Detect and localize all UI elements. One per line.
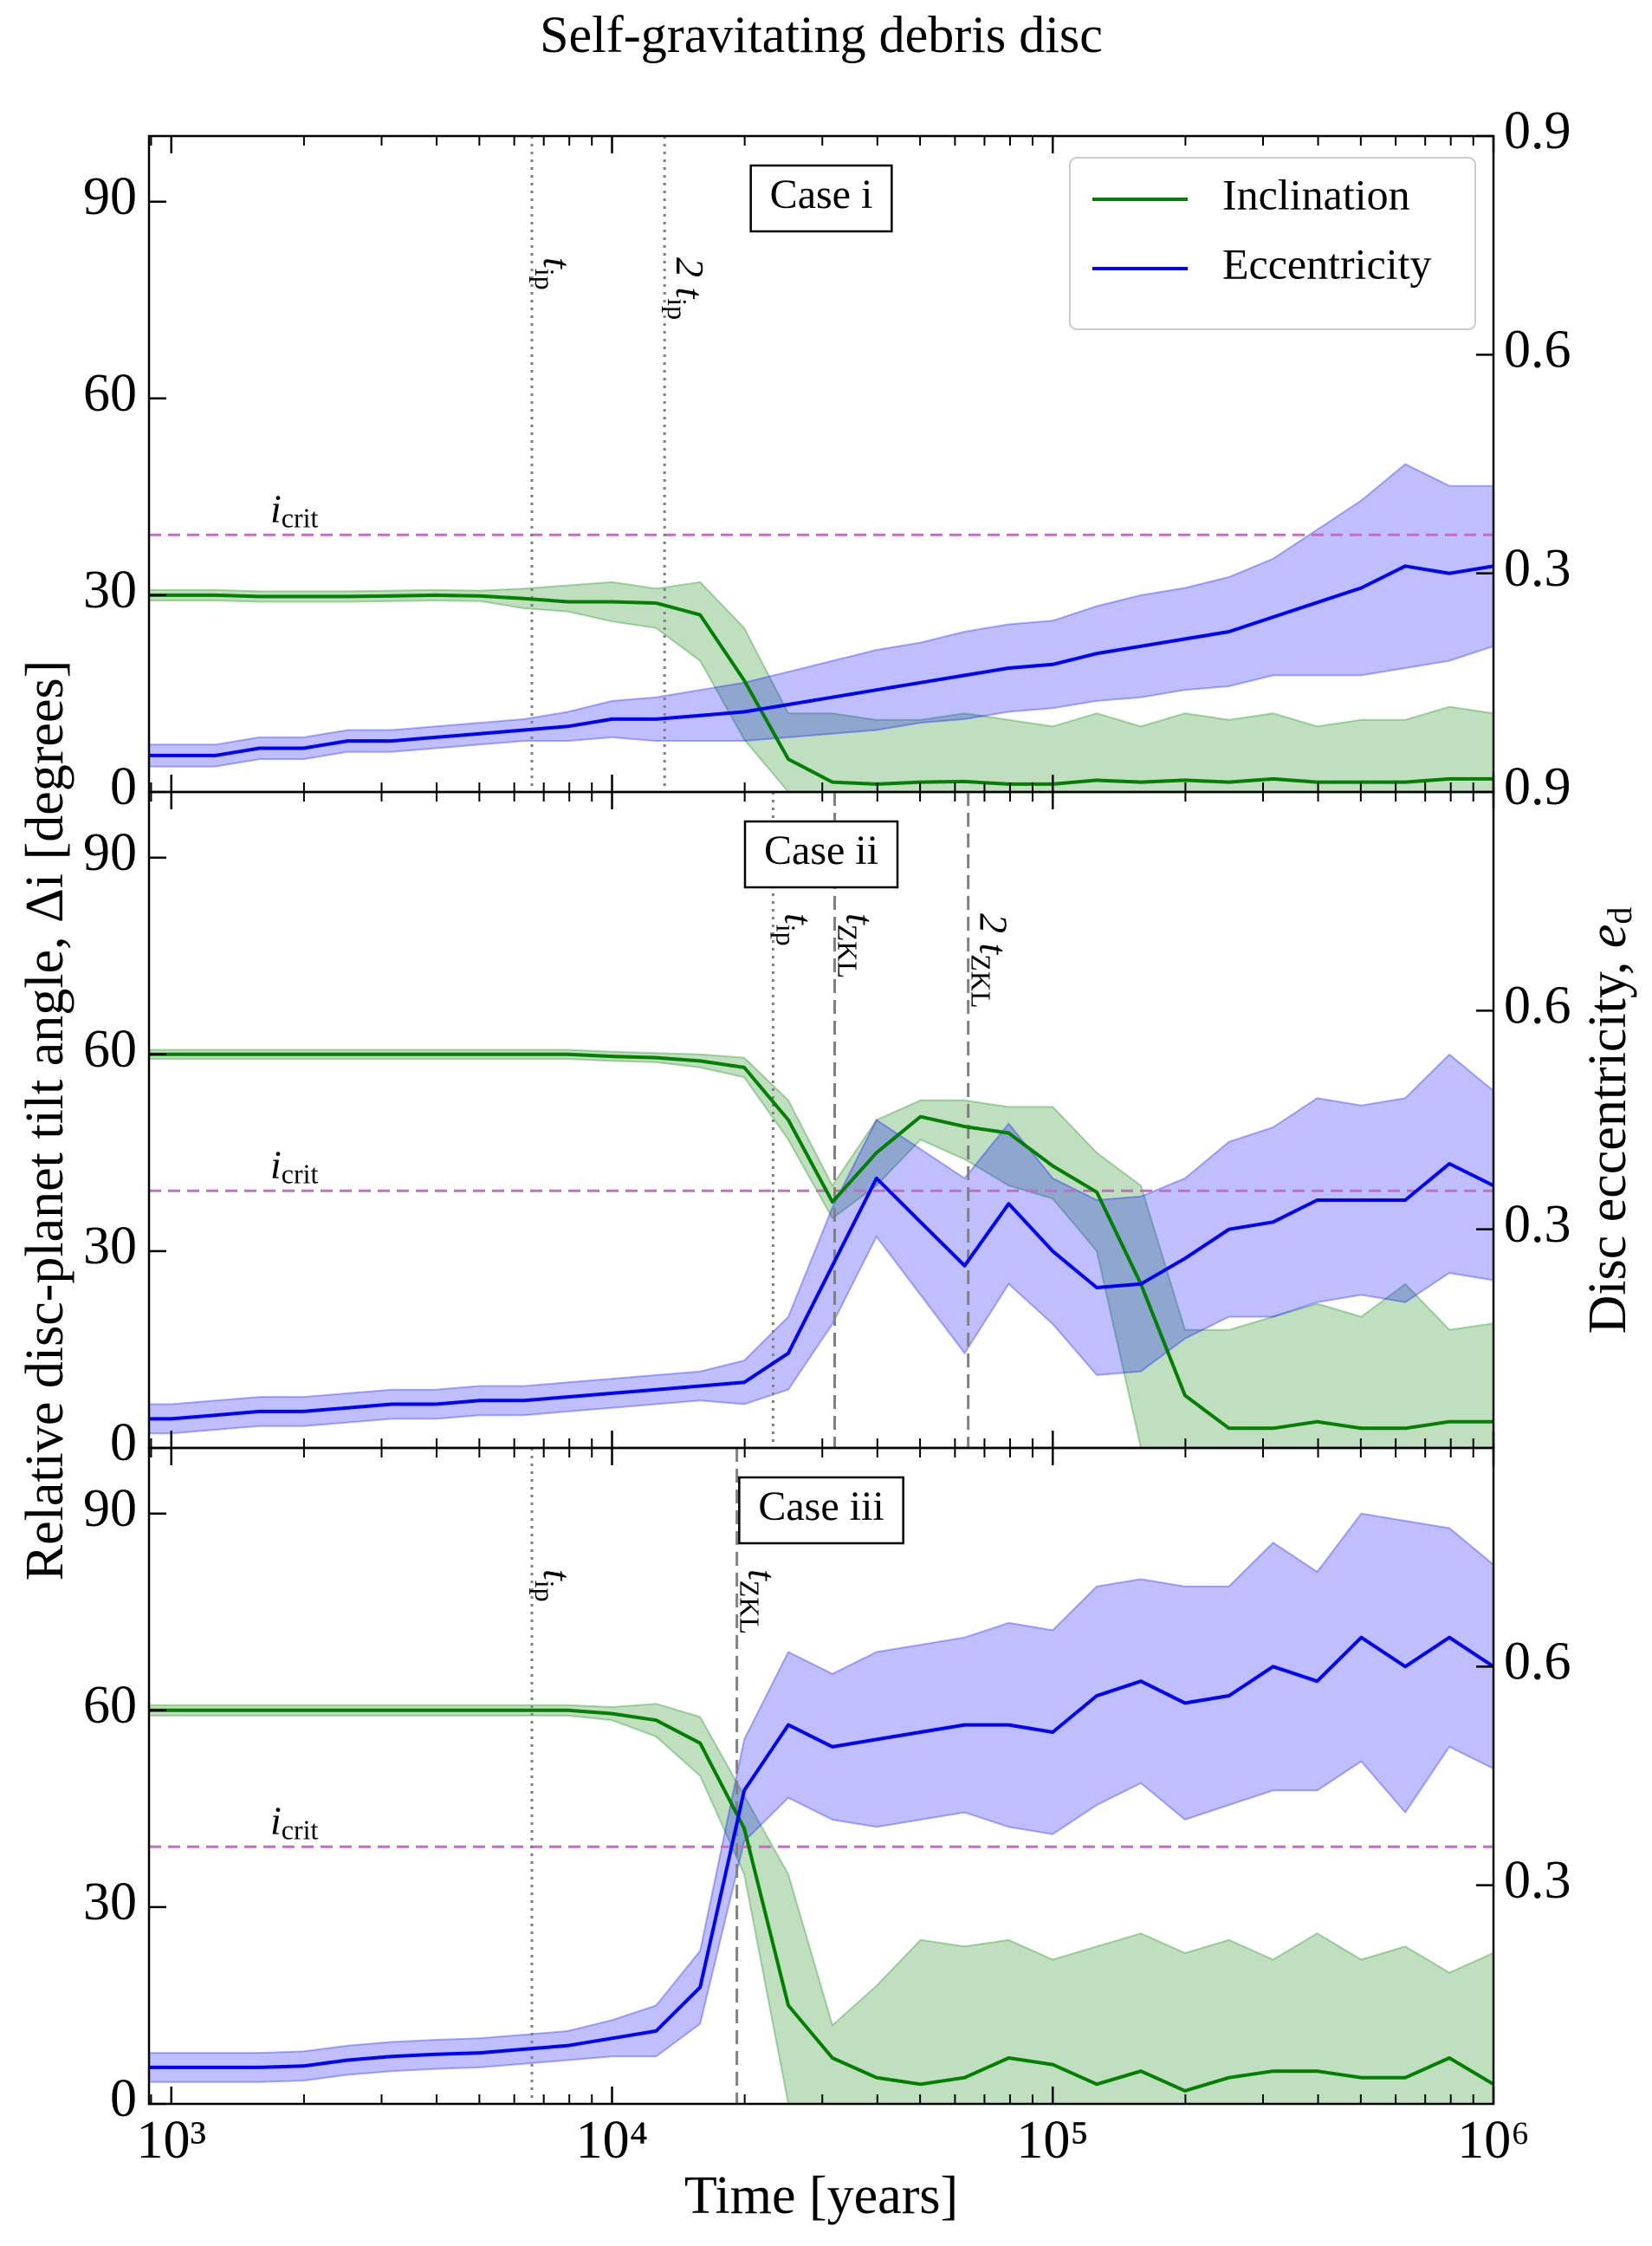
- case-label: Case i: [770, 172, 873, 217]
- legend: Inclination Eccentricity: [1069, 157, 1476, 330]
- spread-band: [149, 581, 1493, 792]
- critical-angle-label: icrit: [270, 1142, 319, 1190]
- spread-band: [149, 1703, 1493, 2104]
- label-subscript: ZKL: [966, 954, 997, 1008]
- y2-axis-label: Disc eccentricity, ed: [1578, 907, 1639, 1334]
- case-label-box: [743, 820, 899, 889]
- timescale-label: 2 tZKL: [966, 913, 1016, 1008]
- case-label-box: [738, 1476, 904, 1545]
- label-subscript: ip: [770, 925, 801, 946]
- critical-angle-label: icrit: [270, 486, 319, 534]
- timescale-label: tZKL: [832, 913, 882, 978]
- y-tick-label: 90: [83, 1479, 137, 1538]
- label-subscript: crit: [282, 503, 319, 534]
- y2-tick-label: 0.6: [1504, 321, 1571, 380]
- y2-tick-label: 0.3: [1504, 1851, 1571, 1910]
- y-tick-label: 90: [83, 823, 137, 882]
- series-line: [149, 1708, 1493, 2093]
- case-label: Case ii: [764, 828, 878, 873]
- timescale-label: 2 tip: [662, 257, 712, 320]
- y2-tick-label: 0.9: [1504, 757, 1571, 816]
- label-main: t: [776, 913, 820, 925]
- y2-tick-label: 0.3: [1504, 539, 1571, 598]
- series-line: [149, 1162, 1493, 1421]
- label-main: t: [838, 913, 882, 925]
- label-main: 2 t: [668, 257, 712, 300]
- y-tick-label: 90: [83, 167, 137, 226]
- y-tick-label: 60: [83, 1020, 137, 1079]
- timescale-label: tip: [770, 913, 820, 946]
- label-subscript: ZKL: [832, 925, 863, 978]
- label-subscript: ip: [529, 269, 560, 290]
- y-axis-label: Relative disc-planet tilt angle, Δi [deg…: [16, 660, 75, 1581]
- x-axis-label: Time [years]: [684, 2166, 958, 2225]
- legend-label: Eccentricity: [1222, 239, 1432, 288]
- y2-label-symbol: e: [1578, 925, 1637, 949]
- spread-band: [149, 463, 1493, 768]
- y2-tick-label: 0.6: [1504, 1633, 1571, 1691]
- plot-frame: [147, 1446, 1495, 2106]
- y2-tick-label: 0.3: [1504, 1195, 1571, 1254]
- x-tick-label: 10⁶: [1457, 2111, 1530, 2170]
- timescale-label: tZKL: [735, 1569, 785, 1634]
- y-tick-label: 30: [83, 1873, 137, 1931]
- y2-label-subscript: d: [1600, 907, 1639, 925]
- label-main: 2 t: [972, 913, 1016, 956]
- timescale-label: tip: [529, 1569, 580, 1602]
- y-tick-label: 0: [110, 757, 137, 816]
- y-tick-label: 0: [110, 1413, 137, 1472]
- label-main: t: [535, 257, 580, 269]
- series-line: [149, 1052, 1493, 1431]
- y-tick-label: 0: [110, 2069, 137, 2128]
- plot-area: [149, 792, 1493, 1448]
- label-subscript: ip: [662, 298, 693, 320]
- spread-band: [149, 1512, 1493, 2083]
- y2-label-text: Disc eccentricity,: [1578, 948, 1637, 1334]
- critical-angle-label: icrit: [270, 1798, 319, 1846]
- x-tick-label: 10³: [136, 2111, 206, 2170]
- label-main: t: [741, 1569, 785, 1581]
- y2-tick-label: 0.9: [1504, 101, 1571, 160]
- case-label-box: [749, 164, 893, 233]
- label-main: i: [270, 1798, 282, 1842]
- figure-title: Self-gravitating debris disc: [540, 6, 1103, 63]
- case-label: Case iii: [758, 1483, 884, 1529]
- label-subscript: ip: [529, 1581, 560, 1602]
- y-tick-label: 60: [83, 1676, 137, 1735]
- label-subscript: crit: [282, 1814, 319, 1846]
- plot-area: [149, 1448, 1493, 2104]
- plot-area: [149, 136, 1493, 792]
- y-tick-label: 30: [83, 1217, 137, 1276]
- series-line: [149, 593, 1493, 786]
- spread-band: [149, 1048, 1493, 1448]
- label-main: i: [270, 1142, 282, 1186]
- y-tick-label: 30: [83, 561, 137, 620]
- label-subscript: crit: [282, 1159, 319, 1190]
- x-tick-label: 10⁵: [1016, 2111, 1089, 2170]
- label-subscript: ZKL: [735, 1581, 766, 1634]
- y2-tick-label: 0.6: [1504, 977, 1571, 1035]
- series-line: [149, 564, 1493, 757]
- timescale-label: tip: [529, 257, 580, 290]
- label-main: t: [535, 1569, 580, 1581]
- x-tick-label: 10⁴: [576, 2111, 649, 2170]
- legend-label: Inclination: [1222, 170, 1410, 218]
- label-main: i: [270, 486, 282, 530]
- spread-band: [149, 1053, 1493, 1435]
- y-tick-label: 60: [83, 364, 137, 423]
- series-line: [149, 1635, 1493, 2069]
